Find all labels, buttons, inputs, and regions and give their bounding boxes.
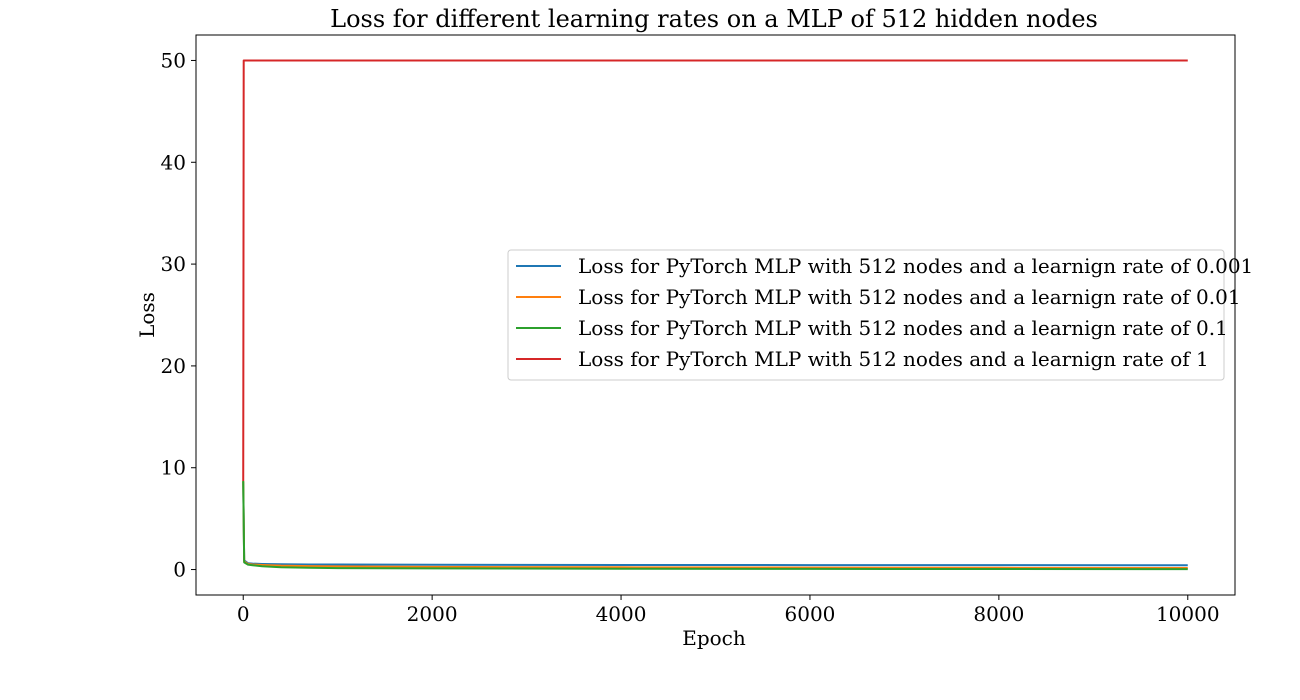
legend-label-2: Loss for PyTorch MLP with 512 nodes and … bbox=[578, 285, 1241, 309]
series-line-4 bbox=[242, 59, 1188, 481]
y-tick-label: 10 bbox=[161, 456, 186, 480]
x-tick-label: 8000 bbox=[973, 602, 1024, 626]
legend-label-4: Loss for PyTorch MLP with 512 nodes and … bbox=[578, 347, 1209, 371]
legend-label-3: Loss for PyTorch MLP with 512 nodes and … bbox=[578, 316, 1228, 340]
y-axis-label: Loss bbox=[135, 292, 159, 338]
legend-label-1: Loss for PyTorch MLP with 512 nodes and … bbox=[578, 254, 1253, 278]
x-tick-label: 6000 bbox=[785, 602, 836, 626]
series-line-2 bbox=[242, 480, 1188, 570]
chart-title: Loss for different learning rates on a M… bbox=[330, 5, 1098, 33]
y-tick-label: 50 bbox=[161, 48, 186, 72]
plot-frame bbox=[195, 34, 1236, 596]
x-tick-label: 10000 bbox=[1156, 602, 1220, 626]
legend: Loss for PyTorch MLP with 512 nodes and … bbox=[507, 249, 1253, 381]
x-tick-label: 2000 bbox=[407, 602, 458, 626]
x-axis-ticks: 0 2000 4000 6000 8000 10000 bbox=[237, 595, 1220, 626]
legend-box bbox=[507, 249, 1225, 381]
series-line-3 bbox=[242, 480, 1188, 571]
y-tick-label: 40 bbox=[161, 150, 186, 174]
y-axis-ticks: 0 10 20 30 40 50 bbox=[161, 48, 196, 582]
series-line-1 bbox=[242, 481, 1188, 567]
series-layer bbox=[242, 59, 1188, 571]
y-tick-label: 20 bbox=[161, 354, 186, 378]
x-axis-label: Epoch bbox=[682, 626, 746, 650]
y-tick-label: 0 bbox=[173, 558, 186, 582]
y-tick-label: 30 bbox=[161, 252, 186, 276]
x-tick-label: 4000 bbox=[596, 602, 647, 626]
x-tick-label: 0 bbox=[237, 602, 250, 626]
